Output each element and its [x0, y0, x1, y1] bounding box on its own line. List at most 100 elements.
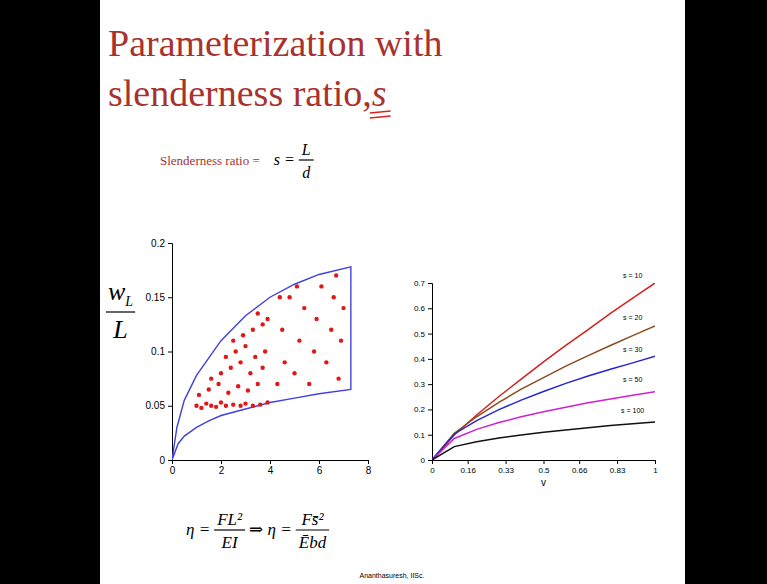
tick-mark — [579, 460, 580, 464]
numerator: Fs̄² — [300, 510, 324, 529]
y-label-numerator: w — [108, 277, 126, 306]
tick-mark — [428, 384, 432, 385]
tick: 0 — [421, 456, 432, 465]
point — [287, 295, 291, 299]
subtitle-label: Slenderness ratio = — [160, 153, 260, 168]
tick: 0 — [430, 460, 435, 475]
point — [329, 328, 333, 332]
tick-mark — [168, 460, 172, 461]
tick-mark — [428, 435, 432, 436]
tick: 6 — [317, 460, 323, 476]
point — [216, 382, 220, 386]
point — [238, 360, 242, 364]
tick-label: 0.4 — [414, 355, 426, 364]
underline — [370, 111, 391, 113]
point — [243, 344, 247, 348]
tick-label: 4 — [268, 465, 274, 476]
title: Parameterization with — [108, 22, 443, 64]
tick: 0.5 — [414, 330, 432, 339]
point — [197, 393, 201, 397]
fraction-bar — [296, 529, 329, 530]
point — [260, 366, 264, 370]
tick: 0.6 — [414, 304, 432, 313]
point — [256, 382, 260, 386]
point — [307, 382, 311, 386]
tick-label: 0.5 — [414, 330, 426, 339]
curve — [432, 422, 655, 460]
series-label: s = 100 — [621, 407, 644, 414]
tick: 0 — [159, 455, 172, 466]
tick: 1 — [653, 460, 658, 475]
tick: 0.83 — [610, 460, 626, 475]
point — [332, 295, 336, 299]
point — [241, 333, 245, 337]
point — [334, 273, 338, 277]
y-label-subscript: L — [124, 294, 133, 309]
point — [260, 322, 264, 326]
series-label: s = 30 — [623, 346, 642, 353]
tick-label: 0.83 — [610, 466, 626, 475]
tick-mark — [506, 460, 507, 464]
title-symbol: s — [372, 72, 387, 114]
point — [295, 284, 299, 288]
tick-label: 6 — [317, 465, 323, 476]
tick-mark — [655, 460, 656, 464]
tick-mark — [172, 460, 173, 464]
tick-label: 0.2 — [414, 405, 426, 414]
tick-label: 0.05 — [146, 400, 166, 411]
title-block: Parameterization withslenderness ratio, … — [108, 22, 443, 118]
point — [256, 311, 260, 315]
tick-label: 0.1 — [414, 431, 426, 440]
axis-line — [433, 461, 656, 465]
tick-mark — [432, 460, 433, 464]
point — [312, 349, 316, 353]
denominator: EI — [221, 533, 239, 552]
tick-label: 0 — [430, 466, 435, 475]
slide: Parameterization withslenderness ratio, … — [0, 0, 767, 584]
point — [275, 382, 279, 386]
subtitle-formula: s = — [274, 151, 295, 168]
point — [226, 391, 230, 395]
frame — [0, 0, 767, 584]
plot-area — [172, 267, 351, 460]
point — [263, 349, 267, 353]
tick: 0.1 — [151, 346, 172, 357]
tick-mark — [319, 460, 320, 464]
point — [292, 371, 296, 375]
title: slenderness ratio, — [108, 72, 372, 114]
point — [199, 406, 203, 410]
point — [209, 404, 213, 408]
tick-label: 0.16 — [460, 466, 476, 475]
point — [265, 317, 269, 321]
tick-label: 1 — [653, 466, 658, 475]
underline — [370, 116, 391, 118]
point — [231, 402, 235, 406]
point — [283, 360, 287, 364]
boundary-line — [172, 267, 351, 460]
point — [219, 400, 223, 404]
tick-mark — [368, 460, 369, 464]
series-label: s = 10 — [623, 272, 642, 279]
series-label: s = 50 — [623, 376, 642, 383]
tick-label: 0.6 — [414, 304, 426, 313]
point — [238, 404, 242, 408]
fraction-bar — [214, 529, 245, 530]
tick-mark — [468, 460, 469, 464]
point — [339, 338, 343, 342]
point — [207, 387, 211, 391]
subtitle: Slenderness ratio =s =Ld — [160, 141, 314, 181]
tick-mark — [428, 283, 432, 284]
tick: 0.66 — [572, 460, 588, 475]
tick-label: 0 — [170, 465, 176, 476]
tick-label: 0.15 — [146, 292, 166, 303]
point — [248, 371, 252, 375]
tick: 0 — [170, 460, 176, 476]
left-chart: 00.050.10.150.202468wLL — [106, 238, 372, 476]
x-axis-title: v — [541, 477, 546, 488]
point — [314, 317, 318, 321]
denominator: Ēbd — [298, 533, 327, 552]
axis-line — [173, 461, 369, 465]
tick-mark — [544, 460, 545, 464]
point — [224, 355, 228, 359]
point — [246, 388, 250, 392]
